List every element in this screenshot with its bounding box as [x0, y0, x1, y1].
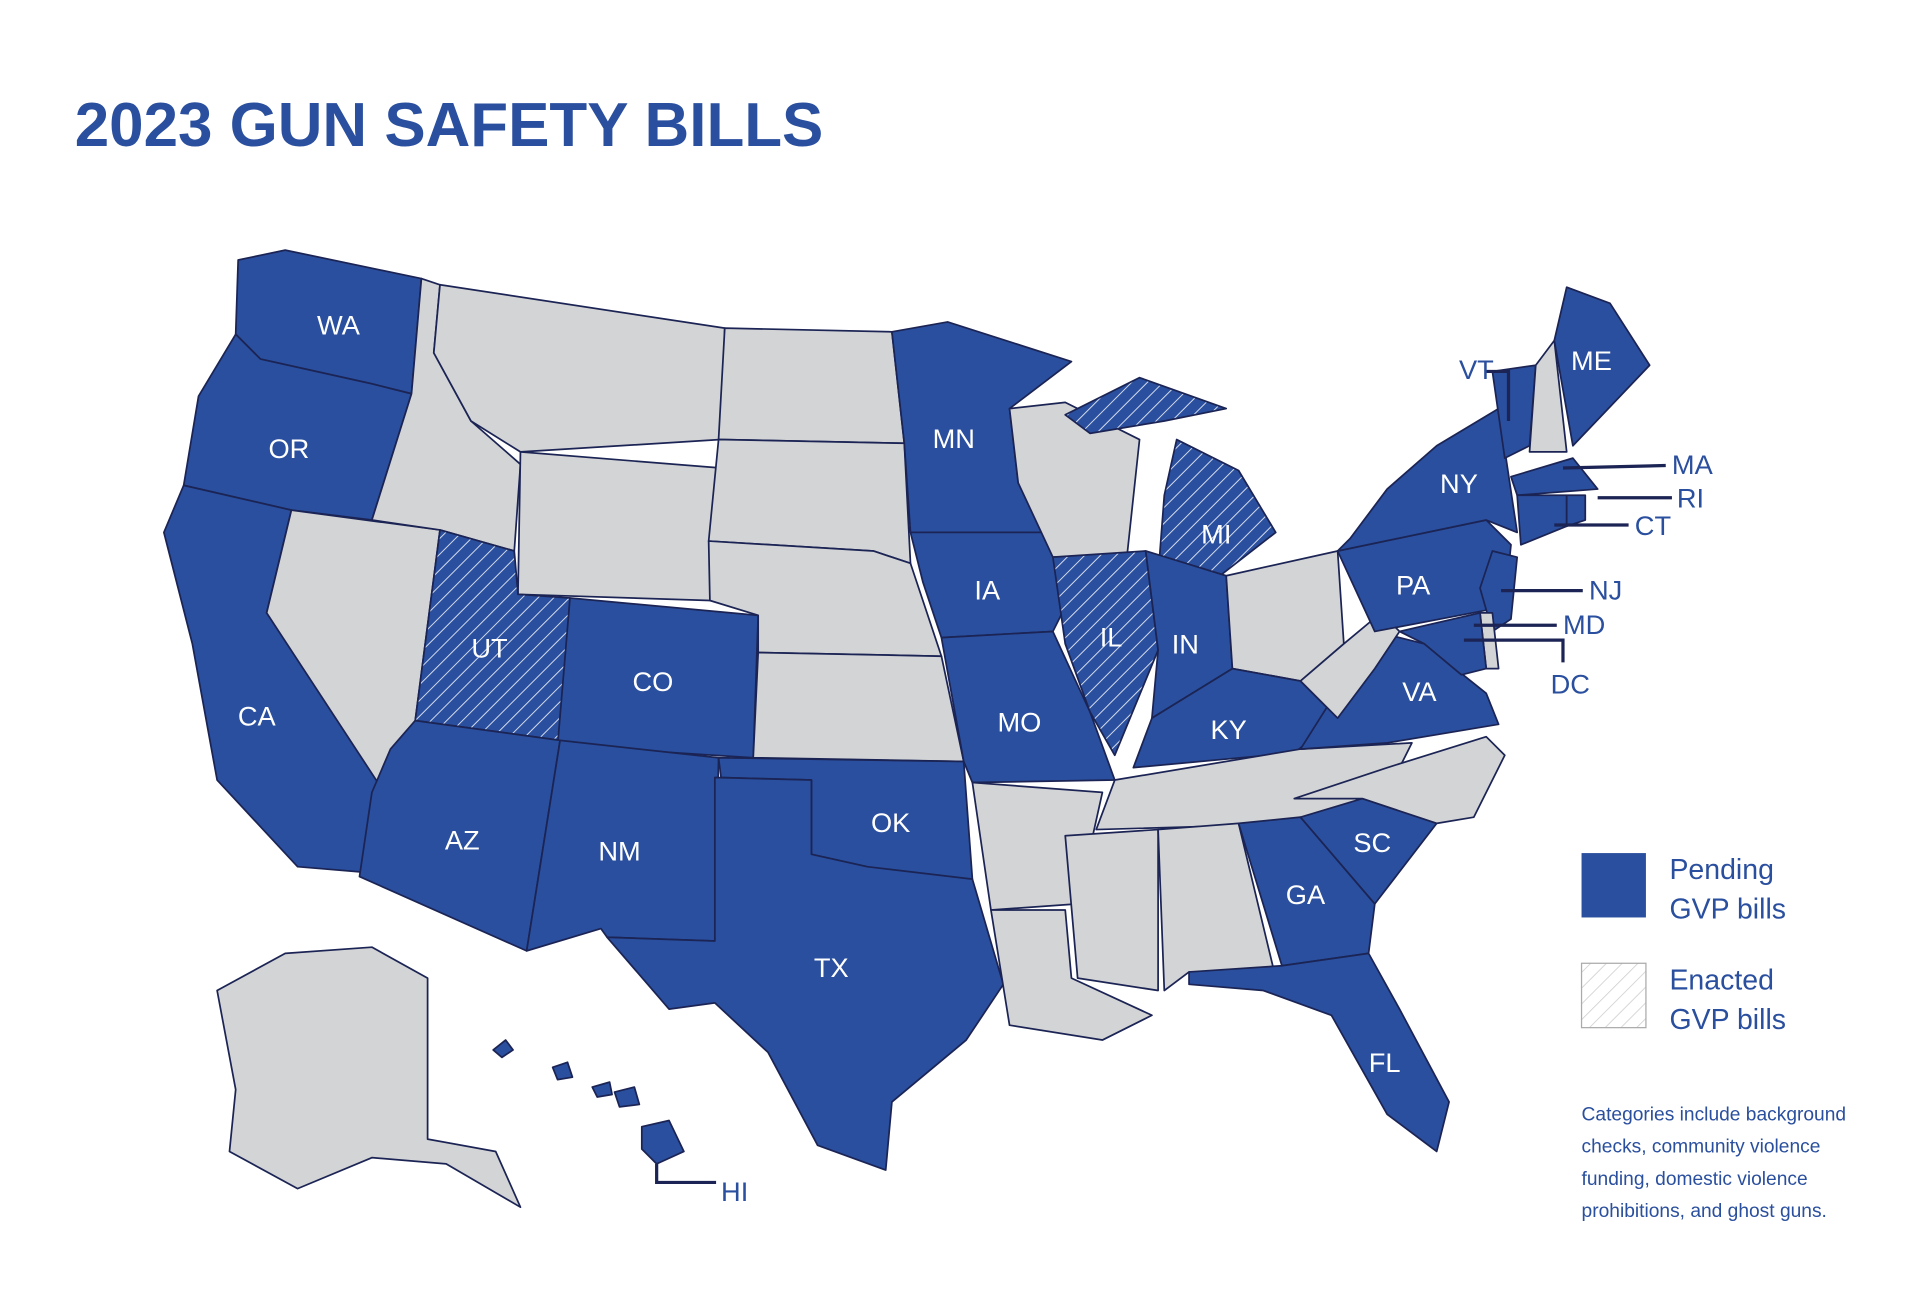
- leader-line-vt: [1486, 369, 1511, 421]
- state-la: [990, 909, 1153, 1041]
- state-label-co: CO: [633, 666, 674, 697]
- state-label-ca: CA: [238, 701, 277, 732]
- state-ms: [1064, 828, 1159, 992]
- state-labels: WA OR CA UT CO AZ NM OK TX MN IA MO IL MI IN KY GA FL SC VA…: [238, 309, 1714, 1207]
- state-label-mn: MN: [933, 423, 975, 454]
- legend-pending-line2: GVP bills: [1669, 894, 1786, 926]
- state-label-ma: MA: [1672, 449, 1714, 480]
- legend-enacted-line2: GVP bills: [1669, 1004, 1786, 1036]
- note-line-4: prohibitions, and ghost guns.: [1582, 1201, 1827, 1222]
- note-line-3: funding, domestic violence: [1582, 1169, 1808, 1190]
- state-label-nj: NJ: [1589, 574, 1622, 605]
- state-label-ri: RI: [1677, 483, 1704, 514]
- state-hi: [551, 1061, 574, 1081]
- state-tx: [606, 776, 1005, 1171]
- state-ny: [1336, 407, 1519, 552]
- state-md: [1398, 612, 1488, 676]
- state-label-mi: MI: [1201, 519, 1231, 550]
- legend: Pending GVP bills Enacted GVP bills Cate…: [1580, 853, 1847, 1222]
- state-hi: [613, 1086, 641, 1108]
- state-label-nm: NM: [598, 836, 640, 867]
- note-line-1: Categories include background: [1582, 1105, 1847, 1126]
- state-label-dc: DC: [1551, 668, 1590, 699]
- state-label-az: AZ: [445, 824, 480, 855]
- page-title: 2023 GUN SAFETY BILLS: [75, 91, 824, 160]
- state-ks: [752, 651, 965, 763]
- state-label-pa: PA: [1396, 569, 1431, 600]
- state-label-ky: KY: [1211, 714, 1247, 745]
- state-nc: [1293, 735, 1506, 825]
- state-label-mo: MO: [998, 707, 1042, 738]
- state-hi: [591, 1081, 613, 1098]
- state-label-vt: VT: [1459, 354, 1494, 385]
- state-label-fl: FL: [1369, 1047, 1401, 1078]
- state-wy: [517, 451, 722, 602]
- state-label-or: OR: [269, 433, 310, 464]
- state-label-ny: NY: [1440, 468, 1478, 499]
- state-label-ct: CT: [1635, 510, 1671, 541]
- legend-swatch-enacted: [1580, 962, 1647, 1029]
- state-label-ia: IA: [974, 574, 1001, 605]
- leader-line-dc: [1463, 638, 1565, 663]
- legend-pending-line1: Pending: [1669, 854, 1773, 886]
- state-ri: [1565, 494, 1587, 528]
- states-layer: [163, 249, 1651, 1209]
- state-label-sc: SC: [1353, 827, 1391, 858]
- state-label-il: IL: [1100, 621, 1123, 652]
- state-label-ga: GA: [1286, 879, 1326, 910]
- legend-swatch-pending: [1581, 853, 1646, 918]
- state-nh: [1528, 339, 1568, 453]
- legend-enacted-line1: Enacted: [1669, 964, 1773, 996]
- state-me: [1553, 286, 1651, 447]
- state-label-ok: OK: [871, 807, 910, 838]
- state-hi: [640, 1119, 685, 1165]
- state-mi: [1157, 438, 1277, 577]
- state-label-me: ME: [1571, 345, 1612, 376]
- state-label-wa: WA: [317, 309, 361, 340]
- state-nd: [717, 327, 906, 445]
- state-ma: [1510, 457, 1599, 497]
- state-ct: [1516, 494, 1568, 546]
- state-label-in: IN: [1172, 629, 1199, 660]
- state-fl: [1188, 952, 1450, 1153]
- state-label-md: MD: [1563, 609, 1605, 640]
- leader-line-ma: [1562, 463, 1666, 470]
- state-label-va: VA: [1402, 676, 1437, 707]
- state-ak: [216, 946, 522, 1209]
- state-mi: [1064, 376, 1228, 435]
- state-hi: [492, 1039, 514, 1059]
- state-label-ut: UT: [471, 632, 507, 663]
- leader-line-hi: [655, 1163, 717, 1185]
- state-ga: [1237, 816, 1376, 967]
- note-line-2: checks, community violence: [1582, 1137, 1821, 1158]
- state-label-tx: TX: [814, 952, 849, 983]
- state-label-hi: HI: [721, 1176, 748, 1207]
